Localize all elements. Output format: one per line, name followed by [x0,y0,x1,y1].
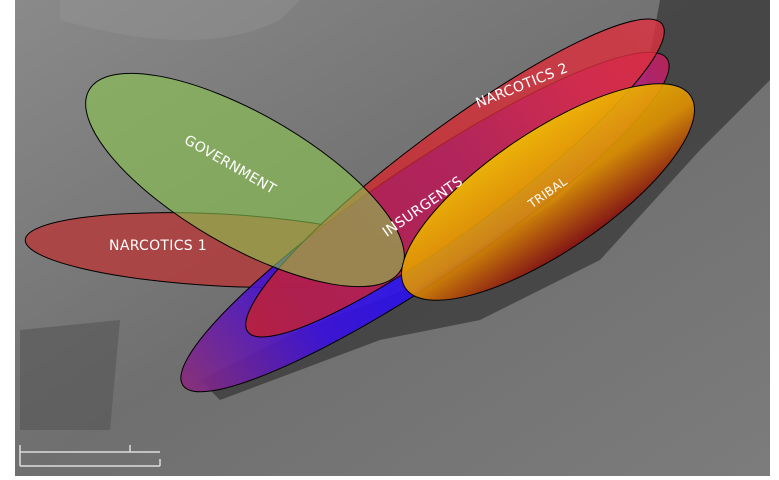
diagram: NARCOTICS 1 INSURGENTS NARCOTICS 2 GOVER… [0,0,779,480]
terrain [20,320,120,430]
label-narcotics-1: NARCOTICS 1 [109,238,207,254]
